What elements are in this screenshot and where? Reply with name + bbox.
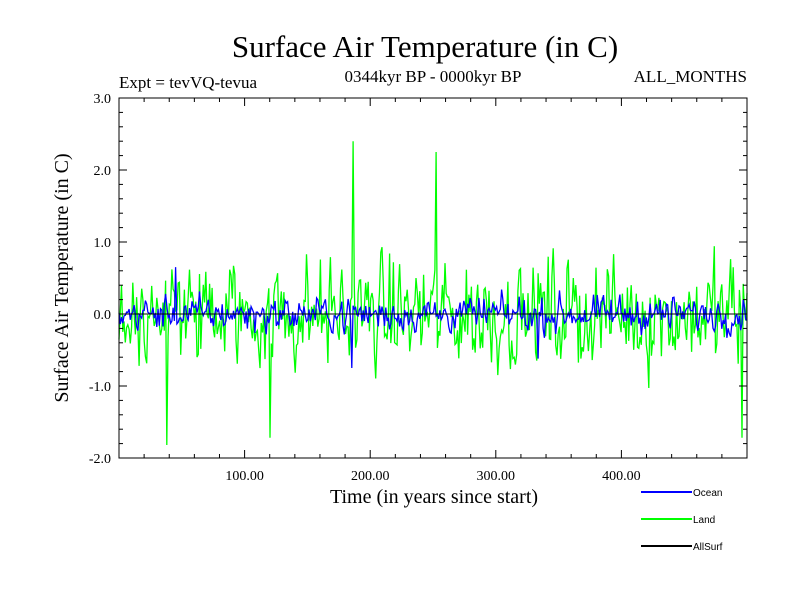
axis-ticks [119, 97, 747, 459]
legend-label-ocean: Ocean [693, 488, 722, 499]
months-label: ALL_MONTHS [634, 67, 747, 86]
legend-label-land: Land [693, 515, 715, 526]
time-range-label: 0344kyr BP - 0000kyr BP [345, 67, 522, 86]
legend: Ocean Land AllSurf [641, 488, 723, 553]
plot-area [118, 141, 748, 446]
y-tick-label: -1.0 [89, 380, 111, 395]
series-line-land [118, 141, 748, 446]
y-tick-label: 1.0 [94, 236, 112, 251]
x-tick-label: 300.00 [477, 469, 516, 484]
x-tick-label: 400.00 [602, 469, 641, 484]
x-tick-label: 100.00 [225, 469, 264, 484]
y-axis-label: Surface Air Temperature (in C) [51, 153, 73, 402]
y-tick-label: 2.0 [94, 164, 112, 179]
y-tick-label: -2.0 [89, 452, 111, 467]
y-tick-label: 3.0 [94, 92, 112, 107]
experiment-label: Expt = tevVQ-tevua [119, 73, 257, 92]
tick-labels: 3.0 2.0 1.0 0.0 -1.0 -2.0 100.00 200.00 300.00 40… [89, 92, 641, 484]
legend-label-allsurf: AllSurf [693, 542, 723, 553]
series-line-ocean [118, 267, 748, 369]
plot-frame [118, 97, 748, 459]
chart-title: Surface Air Temperature (in C) [232, 29, 618, 64]
y-tick-label: 0.0 [94, 308, 112, 323]
x-axis-label: Time (in years since start) [330, 486, 538, 508]
x-tick-label: 200.00 [351, 469, 390, 484]
